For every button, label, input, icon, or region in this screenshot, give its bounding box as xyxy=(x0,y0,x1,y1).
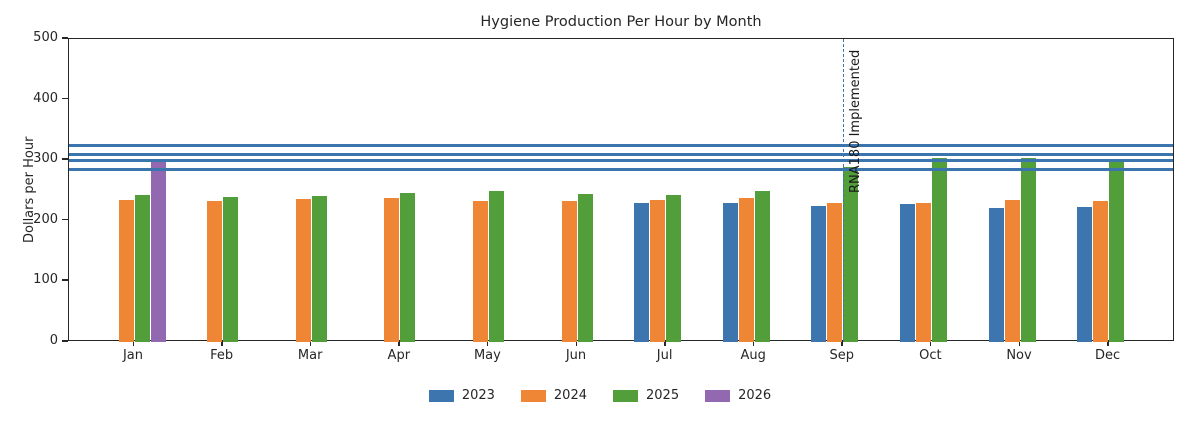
legend-item-2024: 2024 xyxy=(520,388,587,403)
bar-2024-oct xyxy=(915,202,931,342)
bar-2025-sep xyxy=(843,167,859,342)
event-annotation: RNA180 Implemented xyxy=(847,49,863,193)
y-tick-mark xyxy=(62,97,68,100)
x-tick-mark xyxy=(309,341,312,346)
x-tick-label: Oct xyxy=(919,348,942,363)
legend-swatch xyxy=(613,389,638,402)
reference-line xyxy=(69,158,1173,162)
x-tick-mark xyxy=(752,341,755,346)
x-tick-label: Feb xyxy=(210,348,234,363)
x-tick-mark xyxy=(1018,341,1020,346)
legend-item-2026: 2026 xyxy=(705,388,771,403)
x-tick-label: Aug xyxy=(740,348,766,363)
x-tick-mark xyxy=(664,341,666,346)
x-tick-mark xyxy=(1107,341,1109,346)
bar-2025-oct xyxy=(931,158,947,342)
reference-line xyxy=(69,143,1173,147)
x-tick-label: May xyxy=(473,348,501,363)
y-tick-mark xyxy=(62,340,68,342)
x-tick-mark xyxy=(486,341,489,346)
x-tick-mark xyxy=(929,341,932,346)
bar-2023-aug xyxy=(722,203,738,342)
y-tick-label: 400 xyxy=(33,90,58,106)
x-tick-label: Jan xyxy=(122,348,144,363)
bar-2024-sep xyxy=(827,203,843,342)
legend: 2023 2024 2025 2026 xyxy=(0,388,1200,403)
x-tick-mark xyxy=(398,341,400,346)
legend-item-2023: 2023 xyxy=(428,388,495,403)
x-tick-label: Apr xyxy=(387,348,411,363)
bar-2025-dec xyxy=(1109,161,1125,342)
x-tick-label: Nov xyxy=(1006,348,1032,363)
bar-2024-jul xyxy=(650,200,666,342)
bar-2024-aug xyxy=(738,198,754,342)
legend-item-2025: 2025 xyxy=(613,388,679,403)
plot-area: RNA180 Implemented xyxy=(68,38,1174,342)
event-line xyxy=(842,39,844,342)
y-tick-mark xyxy=(62,158,68,160)
bar-2024-jan xyxy=(118,200,134,342)
bar-2024-jun xyxy=(561,200,577,342)
y-tick-mark xyxy=(62,37,68,39)
bar-2023-dec xyxy=(1077,207,1093,342)
bar-2023-oct xyxy=(899,204,915,342)
y-tick-mark xyxy=(62,218,68,221)
bar-2024-apr xyxy=(384,198,400,342)
x-tick-mark xyxy=(132,341,134,346)
bar-2025-aug xyxy=(754,191,770,342)
bar-2025-jan xyxy=(134,194,150,342)
legend-swatch xyxy=(428,389,454,402)
x-tick-mark xyxy=(575,341,577,346)
legend-swatch xyxy=(705,389,731,402)
bar-2024-feb xyxy=(207,200,223,342)
legend-label: 2026 xyxy=(738,388,772,403)
reference-line xyxy=(69,168,1173,172)
x-tick-mark xyxy=(841,341,843,346)
x-tick-label: Sep xyxy=(829,348,855,363)
bar-2025-apr xyxy=(400,192,416,342)
bar-2023-sep xyxy=(811,205,827,342)
x-tick-label: Jun xyxy=(565,348,587,363)
bar-2023-jul xyxy=(634,202,650,342)
bar-2024-may xyxy=(472,201,488,342)
y-tick-mark xyxy=(62,279,68,281)
bar-2025-jul xyxy=(666,195,682,342)
y-tick-label: 300 xyxy=(33,151,58,167)
bar-2025-feb xyxy=(223,197,239,342)
x-tick-label: Jul xyxy=(656,348,673,363)
y-tick-label: 0 xyxy=(49,333,58,348)
x-tick-label: Mar xyxy=(297,348,323,363)
legend-label: 2024 xyxy=(553,388,587,403)
x-tick-mark xyxy=(221,341,223,346)
legend-swatch xyxy=(520,389,546,402)
y-tick-label: 200 xyxy=(33,211,58,227)
bar-2024-nov xyxy=(1004,200,1020,342)
bar-2024-mar xyxy=(295,198,311,342)
legend-label: 2023 xyxy=(461,388,495,403)
bar-2025-nov xyxy=(1020,157,1036,342)
y-tick-label: 100 xyxy=(33,272,58,288)
bar-2023-nov xyxy=(988,208,1004,342)
bar-2024-dec xyxy=(1093,201,1109,342)
y-tick-label: 500 xyxy=(33,30,58,45)
reference-line xyxy=(69,152,1173,156)
chart-title: Hygiene Production Per Hour by Month xyxy=(480,14,762,30)
legend-label: 2025 xyxy=(646,388,680,403)
bar-2025-may xyxy=(488,191,504,342)
bar-2025-mar xyxy=(311,195,327,342)
bar-2025-jun xyxy=(577,194,593,342)
bar-2026-jan xyxy=(150,158,166,342)
x-tick-label: Dec xyxy=(1095,348,1121,363)
